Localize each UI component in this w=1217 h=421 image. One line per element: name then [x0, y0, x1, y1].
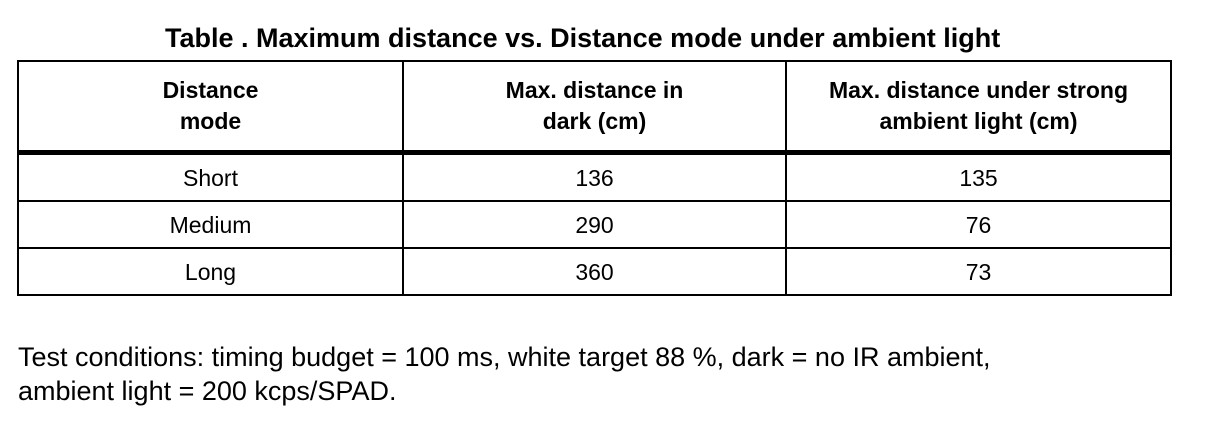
cell-mode: Medium — [17, 200, 404, 249]
note-line-1: Test conditions: timing budget = 100 ms,… — [18, 342, 991, 372]
table-row: Long 360 73 — [17, 247, 1172, 296]
table-header-row: Distance mode Max. distance in dark (cm)… — [17, 60, 1172, 155]
header-line: dark (cm) — [542, 108, 647, 134]
table-row: Short 136 135 — [17, 151, 1172, 202]
cell-dark: 290 — [402, 200, 787, 249]
header-line: mode — [179, 108, 242, 134]
table-title-text: Table . Maximum distance vs. Distance mo… — [165, 23, 1001, 53]
header-max-distance-dark: Max. distance in dark (cm) — [402, 60, 787, 155]
cell-ambient: 135 — [785, 151, 1172, 202]
header-line: Max. distance under strong — [828, 77, 1129, 103]
cell-mode: Short — [17, 151, 404, 202]
header-line: ambient light (cm) — [879, 108, 1078, 134]
cell-ambient: 73 — [785, 247, 1172, 296]
cell-dark: 136 — [402, 151, 787, 202]
header-distance-mode: Distance mode — [17, 60, 404, 155]
table-row: Medium 290 76 — [17, 200, 1172, 249]
test-conditions-note: Test conditions: timing budget = 100 ms,… — [18, 340, 1198, 408]
header-line: Max. distance in — [505, 77, 684, 103]
cell-dark: 360 — [402, 247, 787, 296]
cell-mode: Long — [17, 247, 404, 296]
cell-ambient: 76 — [785, 200, 1172, 249]
header-max-distance-ambient: Max. distance under strong ambient light… — [785, 60, 1172, 155]
header-line: Distance — [162, 77, 259, 103]
note-line-2: ambient light = 200 kcps/SPAD. — [18, 376, 397, 406]
distance-table: Distance mode Max. distance in dark (cm)… — [17, 60, 1172, 296]
